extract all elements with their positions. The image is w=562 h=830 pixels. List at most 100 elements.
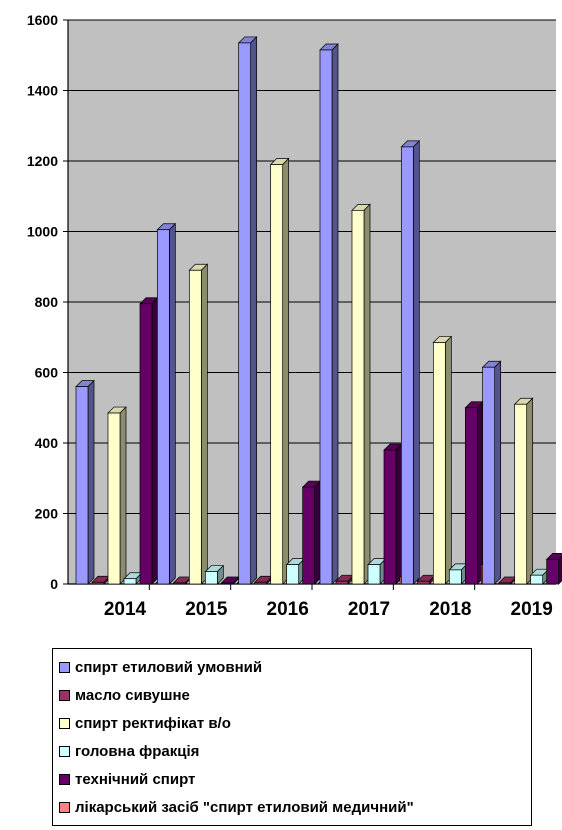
x-tick-label: 2019 — [511, 599, 553, 620]
bar-side — [526, 397, 534, 585]
bar — [432, 335, 453, 585]
legend-swatch — [59, 745, 70, 757]
bar-front — [335, 580, 349, 585]
bar — [367, 557, 387, 585]
bar-front — [416, 580, 430, 585]
bar-front — [286, 564, 300, 585]
legend-swatch — [59, 717, 70, 729]
bar-front — [91, 581, 105, 585]
x-tick-label: 2016 — [267, 599, 309, 620]
y-tick-label: 1000 — [27, 224, 58, 240]
legend-item: технічний спирт — [59, 767, 195, 791]
bar — [269, 157, 290, 585]
legend-swatch — [59, 661, 70, 673]
bar — [139, 296, 159, 585]
bar-side — [412, 140, 420, 585]
bar — [237, 36, 258, 585]
bar — [400, 140, 421, 585]
bar — [481, 360, 502, 585]
bar — [319, 43, 339, 585]
bar-front — [139, 303, 153, 585]
bar-front — [220, 582, 234, 585]
legend-item: лікарський засіб "спирт етиловий медични… — [59, 795, 414, 819]
tick-labels: 0 200 400 600 800 1000 1200 1400 1600 2014 2015 201… — [27, 12, 553, 620]
bar-front — [107, 412, 121, 585]
bar-front — [448, 569, 462, 585]
bar-front — [156, 229, 170, 585]
bar-front — [464, 407, 478, 585]
bar — [75, 379, 95, 585]
bar-front — [530, 574, 544, 585]
bar — [107, 406, 127, 585]
bar — [204, 564, 225, 585]
bar — [383, 443, 403, 585]
legend-label: спирт ректифікат в/о — [75, 714, 231, 732]
bar-side — [363, 203, 371, 585]
bars — [75, 36, 562, 585]
legend-swatch — [59, 773, 70, 785]
bar-side — [444, 335, 452, 585]
legend-item: головна фракція — [59, 739, 199, 763]
y-tick-label: 1400 — [27, 83, 58, 99]
bar-front — [319, 49, 333, 585]
bar-side — [282, 157, 290, 585]
legend-swatch — [59, 801, 70, 813]
bar-front — [302, 486, 316, 585]
bar-front — [498, 582, 512, 585]
bar — [301, 480, 322, 585]
bar — [188, 263, 209, 585]
bar — [285, 557, 306, 585]
chart-area: 0 200 400 600 800 1000 1200 1400 1600 2014 2015 201… — [27, 12, 562, 620]
bar-front — [351, 210, 365, 585]
legend-item: спирт етиловий умовний — [59, 655, 262, 679]
legend-label: технічний спирт — [75, 770, 196, 788]
legend-item: масло сивушне — [59, 683, 190, 707]
y-tick-label: 1200 — [27, 153, 58, 169]
bar-side — [168, 222, 176, 585]
bar-side — [250, 36, 258, 585]
legend: спирт етиловий умовний масло сивушне спирт… — [52, 648, 532, 826]
legend-label: лікарський засіб "спирт етиловий медични… — [75, 798, 414, 816]
bar — [351, 203, 371, 585]
bar — [448, 563, 469, 585]
bar-front — [432, 342, 446, 585]
x-tick-label: 2015 — [185, 599, 228, 620]
bar-side — [331, 43, 339, 585]
legend-swatch — [59, 689, 70, 701]
bar — [464, 400, 485, 585]
bar-front — [238, 42, 252, 585]
legend-label: спирт етиловий умовний — [75, 658, 263, 676]
legend-label: головна фракція — [75, 742, 200, 760]
legend-item: спирт ректифікат в/о — [59, 711, 231, 735]
bar-side — [87, 379, 95, 585]
bar-front — [270, 164, 284, 585]
x-tick-label: 2014 — [104, 599, 147, 620]
bar-front — [188, 269, 202, 585]
bar-side — [494, 360, 502, 585]
bar — [545, 552, 562, 585]
x-tick-label: 2017 — [348, 599, 390, 620]
bar — [513, 397, 534, 585]
bar-front — [367, 564, 381, 585]
y-tick-label: 400 — [35, 435, 59, 451]
bar-front — [172, 582, 186, 585]
bar-front — [546, 558, 560, 585]
bar — [91, 575, 111, 585]
bar-side — [119, 406, 127, 585]
y-tick-label: 800 — [35, 294, 59, 310]
bar-front — [123, 578, 137, 585]
y-tick-label: 0 — [50, 576, 58, 592]
bar-front — [75, 386, 89, 585]
legend-label: масло сивушне — [75, 686, 190, 704]
y-tick-label: 600 — [35, 365, 59, 381]
bar — [220, 576, 241, 585]
x-tick-label: 2018 — [429, 599, 471, 620]
bar-front — [400, 146, 414, 585]
bar — [253, 575, 274, 585]
bar-front — [482, 366, 496, 585]
bar-front — [254, 581, 268, 585]
bar — [156, 222, 177, 585]
bar-front — [204, 571, 218, 585]
bar-front — [383, 449, 397, 585]
bar-front — [514, 403, 528, 585]
